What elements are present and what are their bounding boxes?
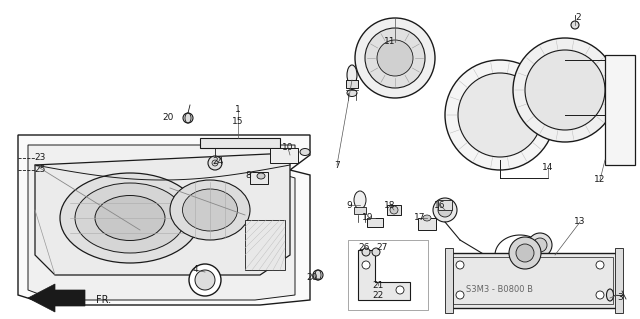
Bar [200, 138, 280, 148]
Text: S3M3 - B0800 B: S3M3 - B0800 B [467, 286, 534, 294]
Circle shape [390, 206, 398, 214]
Circle shape [509, 237, 541, 269]
Circle shape [355, 18, 435, 98]
Text: 19: 19 [362, 213, 374, 222]
Bar [448, 253, 618, 308]
Circle shape [445, 60, 555, 170]
Circle shape [456, 261, 464, 269]
Circle shape [516, 244, 534, 262]
Text: FR.: FR. [96, 295, 111, 305]
Bar [445, 248, 453, 313]
Text: 14: 14 [542, 164, 554, 173]
Text: 20: 20 [163, 114, 173, 122]
Text: 8: 8 [245, 170, 251, 180]
Text: 18: 18 [384, 201, 396, 210]
Bar [438, 200, 452, 210]
Circle shape [528, 233, 552, 257]
Bar [348, 240, 428, 310]
Text: 27: 27 [376, 243, 388, 253]
Circle shape [571, 21, 579, 29]
Circle shape [396, 286, 404, 294]
Text: 10: 10 [282, 144, 294, 152]
Ellipse shape [257, 173, 265, 179]
Ellipse shape [354, 191, 366, 209]
Circle shape [513, 38, 617, 142]
Circle shape [212, 160, 218, 166]
Circle shape [313, 270, 323, 280]
Ellipse shape [182, 189, 237, 231]
Bar [367, 218, 383, 227]
Ellipse shape [423, 215, 431, 221]
Bar [615, 248, 623, 313]
Text: 12: 12 [595, 175, 605, 184]
Ellipse shape [60, 173, 200, 263]
Text: 13: 13 [574, 218, 586, 226]
Text: 1: 1 [235, 106, 241, 115]
Circle shape [438, 203, 452, 217]
Text: 3: 3 [617, 293, 623, 302]
Polygon shape [28, 284, 85, 312]
Circle shape [189, 264, 221, 296]
Text: 7: 7 [334, 160, 340, 169]
Text: 11: 11 [384, 38, 396, 47]
Text: 21: 21 [372, 280, 384, 290]
Bar [354, 207, 366, 214]
Circle shape [208, 156, 222, 170]
Circle shape [362, 248, 370, 256]
Bar [387, 205, 401, 215]
Circle shape [596, 261, 604, 269]
Text: 16: 16 [435, 201, 445, 210]
Circle shape [433, 198, 457, 222]
Ellipse shape [75, 183, 185, 253]
Circle shape [596, 291, 604, 299]
Text: 4: 4 [192, 265, 198, 275]
Circle shape [377, 40, 413, 76]
Circle shape [195, 270, 215, 290]
Ellipse shape [347, 65, 357, 85]
Circle shape [458, 73, 542, 157]
Text: 20: 20 [307, 273, 317, 283]
Polygon shape [28, 145, 295, 300]
Ellipse shape [300, 149, 310, 155]
Circle shape [525, 50, 605, 130]
Bar [348, 240, 428, 310]
Polygon shape [245, 220, 285, 270]
Bar [418, 218, 436, 230]
Text: 2: 2 [575, 13, 581, 23]
Bar [453, 257, 613, 304]
Text: 24: 24 [212, 158, 223, 167]
Bar [270, 148, 298, 163]
Text: 15: 15 [232, 117, 244, 127]
Circle shape [456, 291, 464, 299]
Bar [250, 172, 268, 184]
Polygon shape [35, 153, 290, 275]
Ellipse shape [95, 196, 165, 241]
Circle shape [372, 248, 380, 256]
Text: 9: 9 [346, 201, 352, 210]
Text: 22: 22 [372, 292, 383, 300]
Ellipse shape [607, 289, 614, 301]
Ellipse shape [170, 180, 250, 240]
Circle shape [183, 113, 193, 123]
Circle shape [362, 261, 370, 269]
Text: 26: 26 [358, 243, 370, 253]
Ellipse shape [347, 90, 357, 97]
Text: 25: 25 [35, 166, 45, 174]
Bar [346, 80, 358, 88]
Text: 17: 17 [414, 213, 426, 222]
Circle shape [365, 28, 425, 88]
Polygon shape [18, 135, 310, 305]
Bar [605, 55, 635, 165]
Text: 23: 23 [35, 153, 45, 162]
Circle shape [533, 238, 547, 252]
Polygon shape [358, 250, 410, 300]
